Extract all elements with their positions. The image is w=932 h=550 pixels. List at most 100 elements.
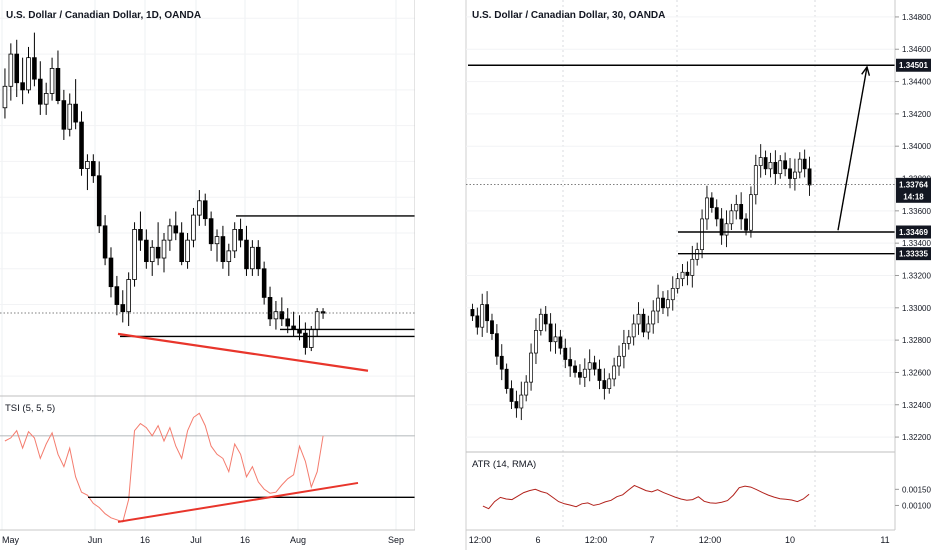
left-candle (144, 239, 149, 263)
right-candle (612, 365, 617, 380)
left-candle (120, 304, 126, 313)
right-candle (509, 388, 514, 402)
right-price-tick: 1.33400 (902, 239, 931, 248)
left-candle (114, 286, 120, 305)
left-candle (173, 225, 179, 234)
left-candle (126, 279, 131, 313)
right-candle (578, 372, 582, 378)
right-candle (670, 288, 675, 301)
right-price-tick: 1.32600 (902, 368, 931, 377)
right-candle (543, 313, 548, 325)
right-candle (587, 362, 592, 370)
right-price-label-box (896, 58, 931, 72)
right-candle (504, 368, 509, 389)
right-candle (714, 207, 719, 220)
right-price-tick: 1.32800 (902, 336, 931, 345)
right-price-label: 1.33764 (899, 180, 928, 189)
left-candle (244, 239, 249, 270)
right-candle (724, 223, 729, 236)
right-candle (675, 278, 680, 289)
left-candle (73, 103, 78, 123)
left-candle (297, 329, 302, 334)
right-price-tick: 1.34000 (902, 142, 931, 151)
right-candle (499, 355, 504, 370)
left-candle (308, 329, 314, 348)
right-time-tick: 6 (535, 535, 540, 545)
right-price-tick: 1.34600 (902, 45, 931, 54)
right-candle (514, 401, 519, 409)
right-candle (690, 258, 695, 276)
atr-scale[interactable]: 0.00150 0.00100 (895, 485, 931, 510)
right-candle (797, 158, 802, 173)
right-candle (553, 336, 558, 343)
left-candle (179, 232, 184, 263)
left-time-tick: 16 (140, 535, 150, 545)
right-price-tick: 1.34200 (902, 110, 931, 119)
right-candle (558, 336, 563, 349)
right-candle (665, 299, 670, 309)
left-support-trendline[interactable] (117, 332, 369, 372)
left-candle (238, 229, 243, 241)
atr-line[interactable] (482, 484, 810, 510)
right-time-tick: 10 (785, 535, 795, 545)
tsi-line[interactable] (4, 412, 324, 523)
target-arrow-head[interactable] (861, 65, 871, 76)
left-grid (0, 0, 415, 530)
right-candle (480, 304, 485, 328)
right-candle (783, 160, 788, 170)
right-candle (582, 368, 587, 378)
right-candles (470, 144, 812, 421)
right-candle (470, 309, 475, 317)
right-level-lines[interactable] (468, 64, 895, 255)
left-candle (185, 239, 190, 263)
right-time-axis[interactable]: 12:00 6 12:00 7 12:00 10 11 (469, 535, 890, 545)
right-candle (548, 323, 553, 343)
right-price-label: 1.33469 (899, 228, 928, 237)
right-candle (709, 197, 714, 208)
left-time-axis[interactable]: May Jun 16 Jul 16 Aug Sep (2, 535, 404, 545)
right-candle (621, 342, 626, 357)
left-candle (155, 246, 161, 259)
left-candle (132, 229, 137, 280)
left-candle (202, 200, 208, 220)
right-price-tick: 1.32200 (902, 433, 931, 442)
right-candle (519, 394, 524, 409)
right-candle (597, 368, 602, 381)
right-candle (802, 158, 807, 170)
right-price-label-box (896, 247, 931, 261)
right-candle (563, 347, 568, 360)
right-candle (763, 157, 768, 170)
target-arrow[interactable] (837, 65, 871, 231)
right-price-label-box (896, 177, 931, 191)
right-candle (602, 380, 607, 389)
right-candle (792, 171, 797, 179)
atr-title: ATR (14, RMA) (472, 459, 536, 470)
left-candle (220, 236, 226, 263)
target-arrow-shaft[interactable] (837, 66, 868, 231)
tsi-trendline[interactable] (117, 481, 359, 523)
left-candles (2, 32, 326, 355)
right-price-scale[interactable]: 1.348001.346001.344001.342001.340001.338… (895, 13, 931, 442)
left-candle (191, 214, 196, 241)
left-time-tick: Jul (190, 535, 202, 545)
right-price-label-box (896, 189, 931, 203)
left-candle (14, 53, 20, 84)
right-candle (494, 333, 499, 357)
right-candle (529, 352, 533, 383)
right-candle (534, 330, 538, 354)
left-candle (32, 57, 37, 80)
left-candle (214, 236, 220, 245)
right-price-tick: 1.33600 (902, 207, 931, 216)
left-candle (85, 161, 90, 169)
right-candle (749, 194, 753, 231)
left-chart-pane[interactable]: U.S. Dollar / Canadian Dollar, 1D, OANDA… (0, 0, 463, 545)
right-price-label: 1.33335 (899, 250, 928, 259)
left-candle (285, 318, 290, 327)
right-candle (744, 218, 748, 231)
right-chart-pane[interactable]: U.S. Dollar / Canadian Dollar, 30, OANDA… (466, 0, 931, 545)
left-candle (91, 161, 96, 177)
right-time-tick: 12:00 (469, 535, 492, 545)
left-level-lines[interactable] (120, 215, 415, 338)
left-candle (273, 311, 279, 320)
